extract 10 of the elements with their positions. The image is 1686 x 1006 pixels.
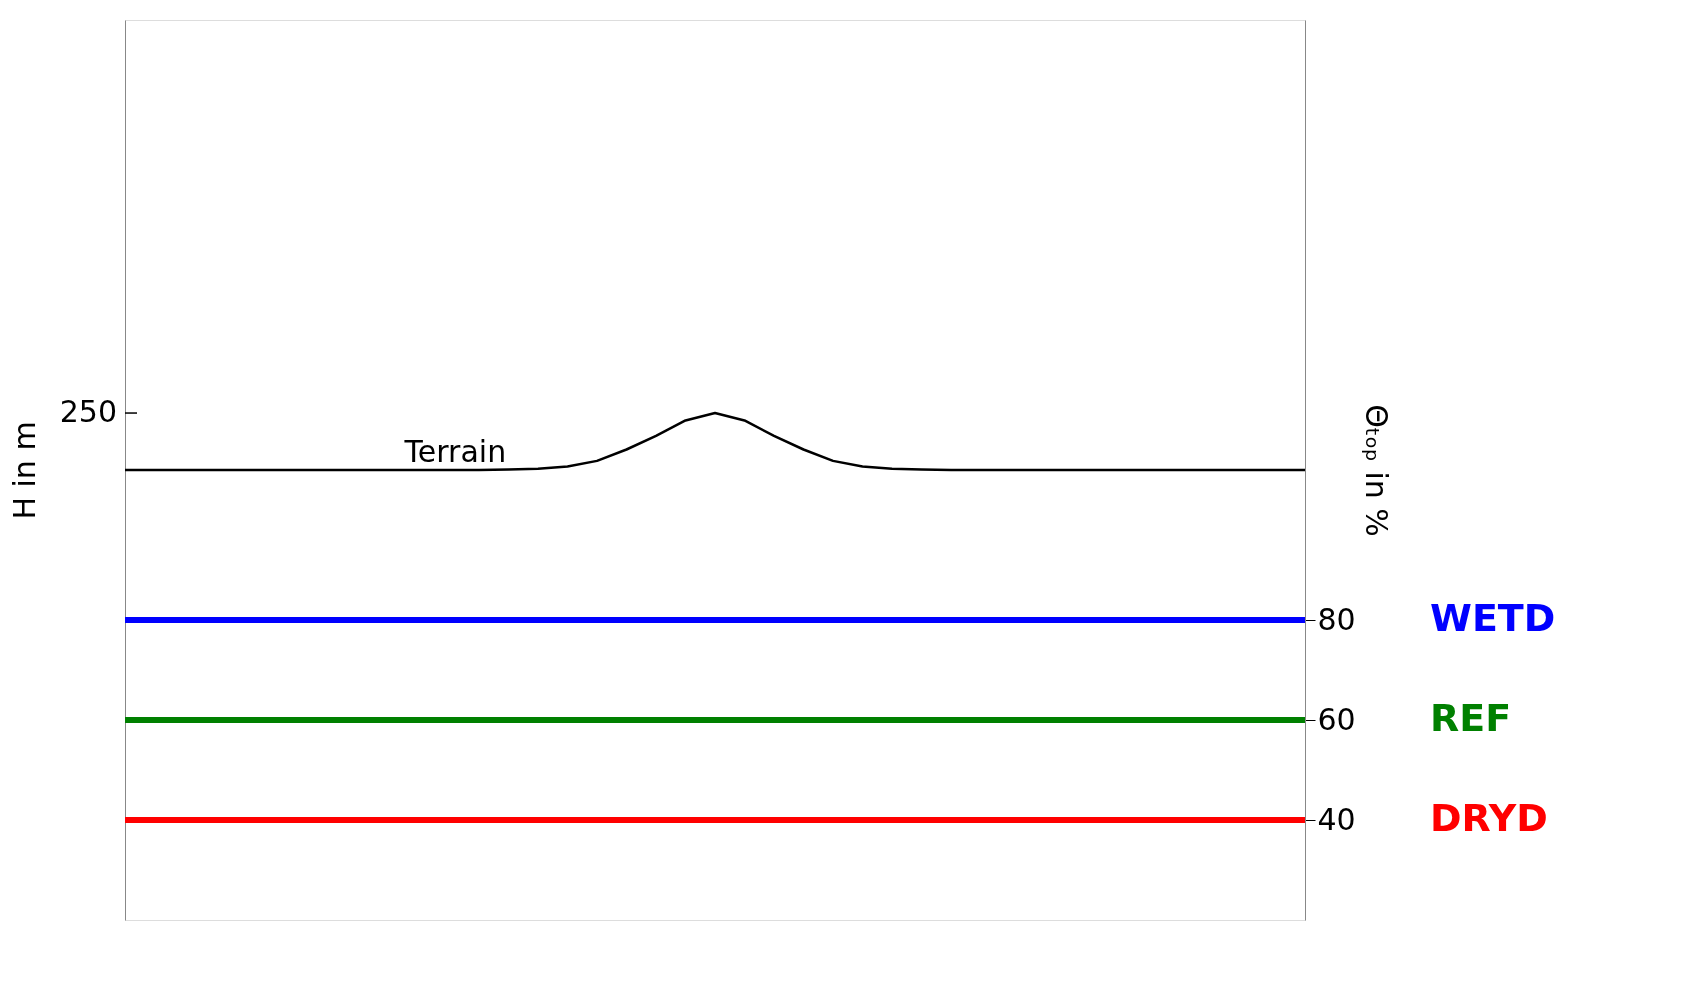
text: REF [1430,696,1512,740]
annotation: 250 [59,394,117,430]
y-tick-label: 40 [1317,801,1356,837]
y-tick-label: 80 [1317,601,1356,637]
annotation: Terrain [403,434,507,469]
y-axis-title: Θₜₒₚ in % [1358,404,1394,537]
text: WETD [1430,596,1556,640]
y-tick-label: 60 [1317,701,1356,737]
y-axis-title: H in m [6,421,42,520]
text: DRYD [1430,796,1548,840]
